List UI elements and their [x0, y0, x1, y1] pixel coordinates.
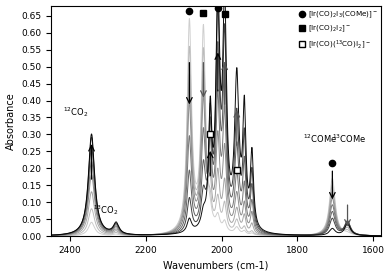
Text: $^{13}$COMe: $^{13}$COMe [332, 132, 366, 145]
X-axis label: Wavenumbers (cm-1): Wavenumbers (cm-1) [163, 261, 269, 270]
Y-axis label: Absorbance: Absorbance [5, 92, 16, 150]
Text: $^{12}$CO$_2$: $^{12}$CO$_2$ [63, 105, 88, 119]
Text: $^{13}$CO$_2$: $^{13}$CO$_2$ [93, 203, 119, 217]
Legend: [Ir(CO)$_2$I$_3$(COMe)]$^-$, [Ir(CO)$_2$I$_2$]$^-$, [Ir(CO)($^{13}$CO)I$_2$]$^-$: [Ir(CO)$_2$I$_3$(COMe)]$^-$, [Ir(CO)$_2$… [296, 7, 380, 54]
Text: $^{12}$COMe: $^{12}$COMe [303, 132, 337, 145]
